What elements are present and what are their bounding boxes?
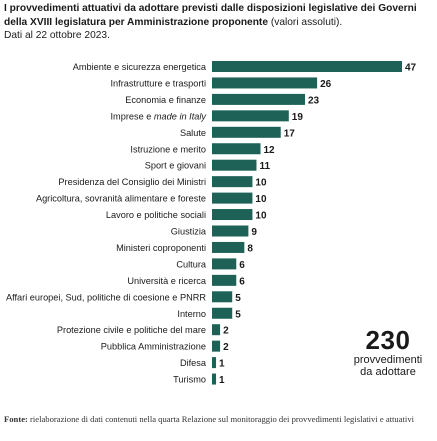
bar-chart: Ambiente e sicurezza energetica 47 Infrast… xyxy=(6,61,417,386)
bar xyxy=(212,357,217,369)
value-label: 1 xyxy=(219,359,225,370)
bar xyxy=(212,77,318,89)
bar xyxy=(212,61,402,72)
category-label: Imprese e made in Italy xyxy=(111,111,208,121)
value-label: 10 xyxy=(255,211,267,222)
category-label: Turismo xyxy=(173,375,206,385)
category-label: Infrastrutture e trasporti xyxy=(111,78,207,88)
value-label: 11 xyxy=(259,161,270,172)
category-label: Università e ricerca xyxy=(127,276,207,286)
category-label: Protezione civile e politiche del mare xyxy=(57,325,206,335)
title-date: Dati al 22 ottobre 2023. xyxy=(4,30,110,41)
bar xyxy=(212,176,253,188)
category-label: Economia e finanze xyxy=(125,95,206,105)
category-label: Istruzione e merito xyxy=(130,144,206,154)
total-label-line2: da adottare xyxy=(360,366,416,378)
bar xyxy=(212,143,261,155)
bar xyxy=(212,192,253,204)
source-label: Fonte: xyxy=(4,414,28,424)
value-label: 23 xyxy=(308,95,320,106)
value-label: 5 xyxy=(235,309,241,320)
value-label: 2 xyxy=(223,342,229,353)
category-label: Presidenza del Consiglio dei Ministri xyxy=(58,177,206,187)
category-label: Sport e giovani xyxy=(145,161,206,171)
bar xyxy=(212,324,221,336)
value-label: 10 xyxy=(255,194,267,205)
bar xyxy=(212,340,221,352)
bar xyxy=(212,225,249,237)
category-label: Ambiente e sicurezza energetica xyxy=(73,62,207,72)
category-label: Ministeri coproponenti xyxy=(116,243,206,253)
bar xyxy=(212,159,257,171)
bars-group: Ambiente e sicurezza energetica 47 Infrast… xyxy=(6,61,417,386)
bar xyxy=(212,110,289,122)
value-label: 6 xyxy=(239,276,245,287)
bar xyxy=(212,93,305,105)
category-label: Affari europei, Sud, politiche di coesio… xyxy=(6,292,206,302)
chart-title: I provvedimenti attuativi da adottare pr… xyxy=(4,2,432,43)
bar xyxy=(212,274,237,286)
bar xyxy=(212,241,245,253)
category-label: Lavoro e politiche sociali xyxy=(106,210,206,220)
value-label: 12 xyxy=(264,145,276,156)
source-note: Fonte: rielaborazione di dati contenuti … xyxy=(4,414,432,425)
total-label-line1: provvedimenti xyxy=(353,354,423,366)
value-label: 9 xyxy=(251,227,257,238)
value-label: 17 xyxy=(284,128,296,139)
value-label: 26 xyxy=(320,79,332,90)
value-label: 1 xyxy=(219,375,225,386)
category-label: Pubblica Amministrazione xyxy=(101,342,206,352)
bar xyxy=(212,291,233,303)
bar xyxy=(212,126,281,138)
value-label: 6 xyxy=(239,260,245,271)
bar xyxy=(212,373,217,385)
category-label: Interno xyxy=(177,309,206,319)
category-label: Cultura xyxy=(176,259,207,269)
title-bold: I provvedimenti attuativi da adottare pr… xyxy=(4,3,417,28)
title-rest: (valori assoluti). xyxy=(270,16,343,28)
value-label: 47 xyxy=(405,63,417,74)
total-box: 230 provvedimenti da adottare xyxy=(340,326,436,378)
category-label: Giustizia xyxy=(171,227,207,237)
bar xyxy=(212,307,233,319)
source-text: rielaborazione di dati contenuti nella q… xyxy=(30,414,415,424)
total-value: 230 xyxy=(365,325,411,355)
value-label: 8 xyxy=(247,243,253,254)
bar xyxy=(212,209,253,221)
category-label: Difesa xyxy=(180,358,207,368)
value-label: 10 xyxy=(255,178,267,189)
value-label: 2 xyxy=(223,326,229,337)
category-label: Agricoltura, sovranità alimentare e fore… xyxy=(36,194,206,204)
category-label: Salute xyxy=(180,128,206,138)
bar xyxy=(212,258,237,270)
value-label: 19 xyxy=(292,112,304,123)
value-label: 5 xyxy=(235,293,241,304)
